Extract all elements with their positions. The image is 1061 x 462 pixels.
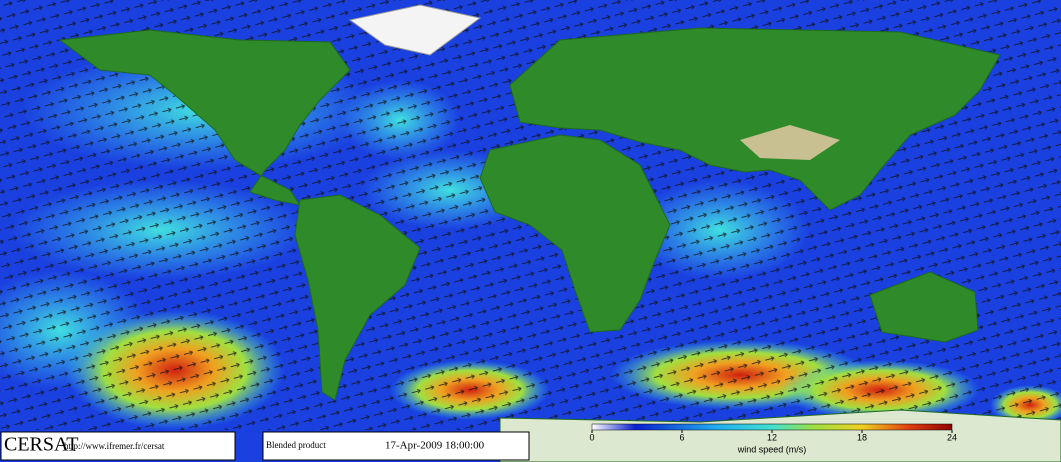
timestamp: 17-Apr-2009 18:00:00 [385, 440, 485, 452]
colorbar-tick-label: 24 [947, 432, 957, 442]
colorbar-tick-label: 12 [767, 432, 777, 442]
product-box [262, 431, 530, 461]
colorbar-tick-label: 18 [857, 432, 867, 442]
plateau [740, 125, 840, 160]
url[interactable]: http://www.ifremer.fr/cersat [64, 441, 165, 451]
colorbar-tick-label: 6 [679, 432, 684, 442]
colorbar-label: wind speed (m/s) [737, 444, 807, 454]
colorbar [591, 423, 953, 431]
land [58, 27, 1061, 462]
logo-box [0, 431, 236, 461]
colorbar-tick-label: 0 [589, 432, 594, 442]
logo: CERSAT [4, 434, 78, 456]
greenland [348, 4, 482, 56]
product: Blended product [266, 440, 326, 450]
